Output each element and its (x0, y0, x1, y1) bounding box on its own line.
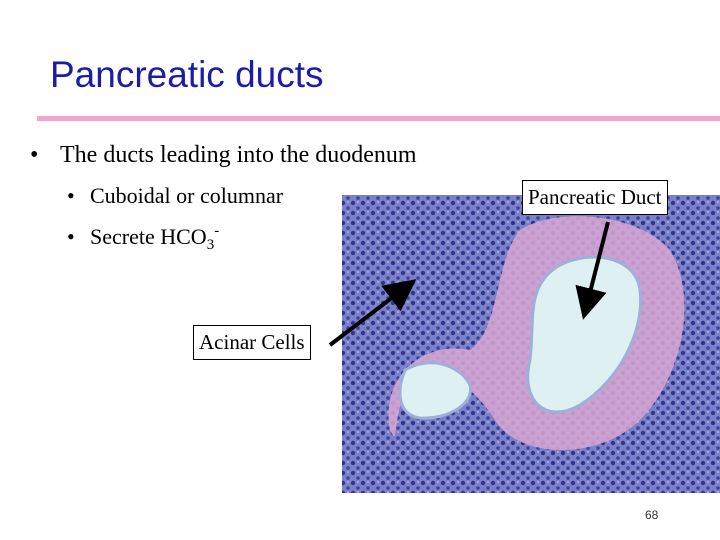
subscript: 3 (206, 237, 215, 253)
figure-label: Acinar Cells (193, 325, 311, 360)
slide-title: Pancreatic ducts (50, 54, 324, 95)
bullet-text: The ducts leading into the duodenum (60, 142, 417, 168)
bullet-text: Secrete HCO (90, 224, 207, 249)
sub-bullet: • Cuboidal or columnar (67, 183, 284, 208)
figure-label: Pancreatic Duct (522, 180, 668, 215)
bullet: • The ducts leading into the duodenum (30, 142, 417, 168)
superscript: - (214, 223, 220, 239)
page-number: 68 (645, 508, 659, 522)
sub-bullet: • Secrete HCO3- (67, 223, 220, 253)
title-rule (37, 116, 720, 121)
bullet-text: Cuboidal or columnar (90, 183, 284, 208)
